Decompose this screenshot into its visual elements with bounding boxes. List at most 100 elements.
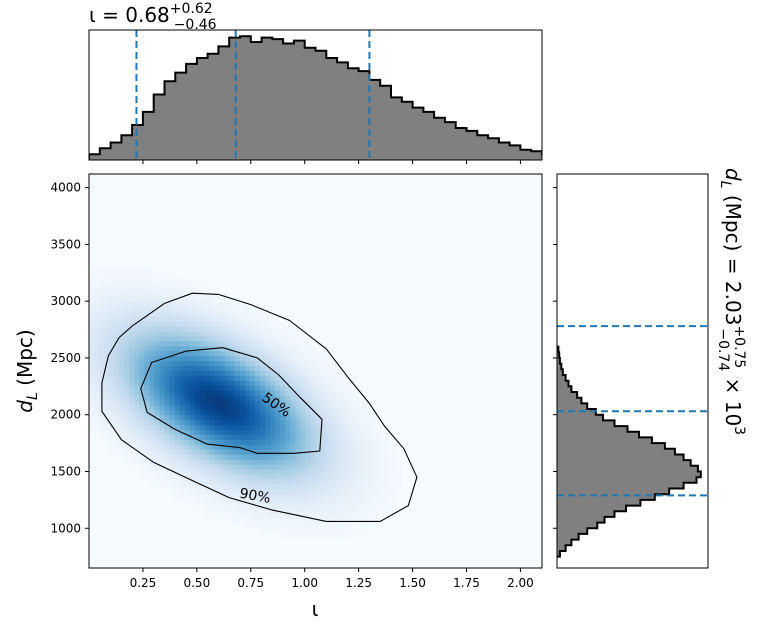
heatmap-cell [104, 380, 110, 387]
heatmap-cell [89, 346, 95, 352]
heatmap-cell [355, 479, 362, 485]
heatmap-cell [245, 346, 251, 352]
heatmap-cell [204, 469, 211, 476]
heatmap-cell [325, 459, 332, 466]
heatmap-cell [305, 464, 312, 471]
heatmap-cell [280, 425, 286, 431]
heatmap-cell [104, 302, 110, 308]
heatmap-cell [129, 326, 135, 333]
heatmap-cell [124, 346, 130, 352]
heatmap-cell [350, 499, 357, 505]
heatmap-cell [370, 439, 377, 446]
heatmap-cell [179, 469, 186, 476]
heatmap-cell [129, 464, 135, 471]
heatmap-cell [355, 415, 362, 421]
heatmap-cell [154, 385, 161, 392]
heatmap-cell [285, 415, 291, 421]
heatmap-cell [320, 366, 327, 372]
heatmap-cell [189, 302, 196, 308]
heatmap-cell [184, 405, 191, 411]
heatmap-cell [144, 267, 150, 274]
heatmap-cell [375, 469, 382, 476]
contour-label-90pct: 90% [238, 486, 271, 507]
heatmap-cell [114, 371, 120, 377]
heatmap-cell [320, 494, 327, 500]
heatmap-cell [194, 297, 201, 303]
heatmap-cell [109, 400, 115, 407]
heatmap-cell [94, 346, 100, 352]
heatmap-cell [270, 410, 276, 416]
right-title-upper-error: +0.75 [731, 325, 747, 368]
right-marginal-title: dL (Mpc) = 2.03+0.75−0.74 × 103 [715, 168, 747, 435]
heatmap-cell [124, 351, 130, 357]
heatmap-cell [219, 326, 226, 333]
heatmap-cell [154, 395, 161, 402]
heatmap-cell [219, 435, 226, 441]
heatmap-cell [124, 385, 130, 392]
heatmap-cell [255, 508, 261, 515]
heatmap-cell [260, 380, 266, 387]
heatmap-cell [179, 395, 186, 402]
heatmap-cell [305, 508, 312, 515]
heatmap-cell [305, 503, 312, 510]
heatmap-cell [255, 316, 261, 323]
heatmap-cell [275, 425, 281, 431]
heatmap-cell [229, 494, 236, 500]
heatmap-cell [360, 464, 367, 471]
heatmap-cell [214, 484, 221, 490]
heatmap-cell [375, 435, 382, 441]
heatmap-cell [179, 484, 186, 490]
heatmap-cell [234, 341, 241, 347]
heatmap-cell [199, 474, 206, 480]
heatmap-cell [255, 459, 261, 466]
heatmap-cell [229, 425, 236, 431]
heatmap-cell [194, 489, 201, 495]
heatmap-cell [189, 380, 196, 387]
heatmap-cell [184, 459, 191, 466]
heatmap-cell [250, 503, 256, 510]
heatmap-cell [199, 316, 206, 323]
x-tick-label: 1.75 [453, 576, 480, 590]
heatmap-cell [330, 410, 337, 416]
heatmap-cell [229, 484, 236, 490]
heatmap-cell [114, 287, 120, 293]
heatmap-cell [385, 499, 392, 505]
heatmap-cell [229, 449, 236, 456]
heatmap-cell [310, 385, 317, 392]
heatmap-cell [365, 469, 372, 476]
heatmap-cell [164, 390, 171, 397]
heatmap-cell [270, 449, 276, 456]
top-histogram-fill [89, 36, 542, 160]
y-tick-label: 3000 [50, 294, 81, 308]
heatmap-cell [224, 297, 231, 303]
heatmap-cell [320, 489, 327, 495]
heatmap-cell [330, 444, 337, 451]
heatmap-cell [335, 430, 342, 436]
heatmap-cell [154, 420, 161, 426]
heatmap-cell [240, 400, 246, 407]
heatmap-cell [360, 489, 367, 495]
heatmap-cell [164, 361, 171, 367]
heatmap-cell [330, 464, 337, 471]
heatmap-cell [189, 425, 196, 431]
heatmap-cell [315, 484, 322, 490]
heatmap-cell [300, 439, 307, 446]
heatmap-cell [134, 292, 140, 298]
heatmap-cell [184, 484, 191, 490]
heatmap-cell [330, 435, 337, 441]
heatmap-cell [114, 292, 120, 298]
heatmap-cell [224, 331, 231, 338]
heatmap-cell [124, 449, 130, 456]
heatmap-cell [214, 430, 221, 436]
heatmap-cell [134, 341, 140, 347]
heatmap-cell [104, 420, 110, 426]
heatmap-cell [290, 385, 296, 392]
heatmap-cell [340, 420, 347, 426]
heatmap-cell [365, 508, 372, 515]
heatmap-cell [219, 494, 226, 500]
heatmap-cell [139, 444, 145, 451]
heatmap-cell [159, 321, 166, 328]
heatmap-cell [164, 449, 171, 456]
heatmap-cell [255, 430, 261, 436]
heatmap-cell [320, 361, 327, 367]
